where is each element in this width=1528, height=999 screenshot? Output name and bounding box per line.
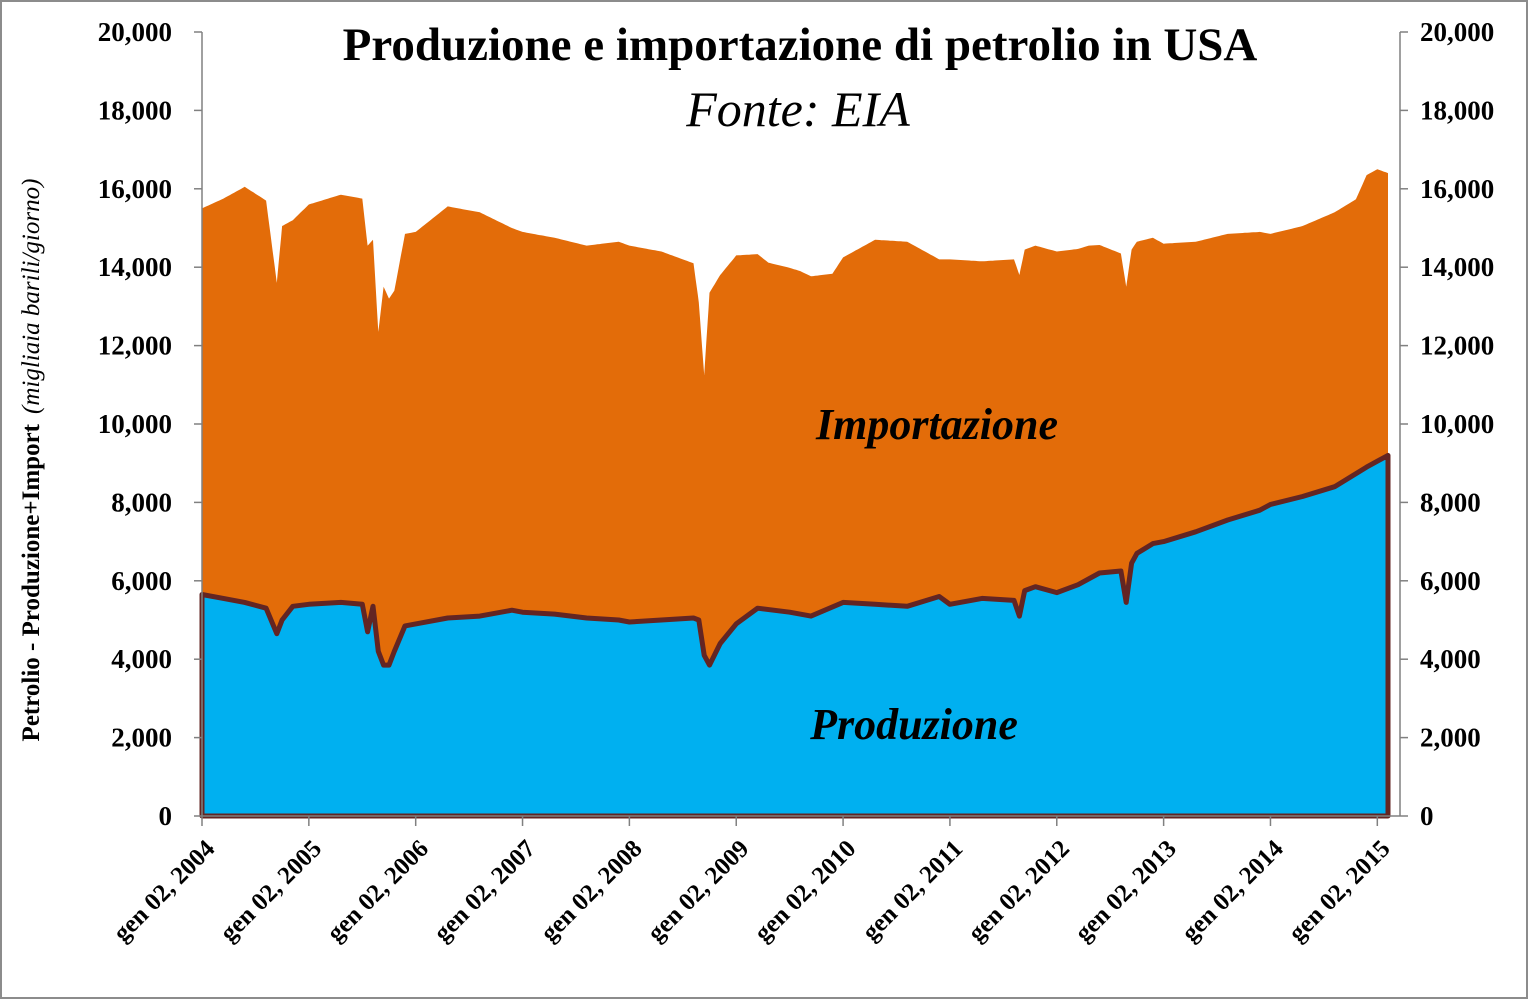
x-tick-label: gen 02, 2009 — [643, 835, 755, 947]
x-tick-label: gen 02, 2010 — [749, 835, 861, 947]
y-tick-left-label: 16,000 — [98, 174, 172, 204]
x-tick-label: gen 02, 2015 — [1284, 835, 1396, 947]
y-axis-label-unit: (migliaia barili/giorno) — [18, 179, 45, 414]
y-tick-right-label: 8,000 — [1420, 487, 1481, 517]
chart-subtitle: Fonte: EIA — [685, 81, 910, 137]
y-tick-left-label: 4,000 — [111, 644, 172, 674]
y-tick-left-label: 10,000 — [98, 409, 172, 439]
x-tick-label: gen 02, 2007 — [429, 835, 541, 947]
y-tick-right-label: 18,000 — [1420, 95, 1494, 125]
y-axis-label-main: Petrolio - Produzione+Import — [18, 423, 45, 741]
x-tick-label: gen 02, 2012 — [963, 835, 1075, 947]
x-tick-label: gen 02, 2014 — [1177, 835, 1289, 947]
labels-layer: Produzione e importazione di petrolio in… — [18, 19, 1257, 749]
y-tick-right-label: 20,000 — [1420, 17, 1494, 47]
x-tick-label: gen 02, 2006 — [322, 835, 434, 947]
y-tick-right-label: 4,000 — [1420, 644, 1481, 674]
series-label-production: Produzione — [809, 700, 1018, 749]
production-area — [199, 452, 1391, 819]
y-axis-label: Petrolio - Produzione+Import (migliaia ba… — [18, 179, 45, 742]
area-layer — [199, 169, 1391, 819]
y-tick-left-label: 8,000 — [111, 487, 172, 517]
y-tick-right-label: 14,000 — [1420, 252, 1494, 282]
y-tick-left-label: 2,000 — [111, 723, 172, 753]
x-tick-label: gen 02, 2013 — [1070, 835, 1182, 947]
x-tick-label: gen 02, 2005 — [215, 835, 327, 947]
y-tick-right-label: 10,000 — [1420, 409, 1494, 439]
y-tick-right-label: 2,000 — [1420, 723, 1481, 753]
y-tick-left-label: 6,000 — [111, 566, 172, 596]
y-tick-right-label: 6,000 — [1420, 566, 1481, 596]
y-tick-left-label: 0 — [159, 801, 173, 831]
y-tick-left-label: 14,000 — [98, 252, 172, 282]
chart-title: Produzione e importazione di petrolio in… — [343, 19, 1258, 71]
x-tick-label: gen 02, 2011 — [857, 835, 968, 946]
y-tick-right-label: 12,000 — [1420, 331, 1494, 361]
y-tick-left-label: 12,000 — [98, 331, 172, 361]
y-tick-right-label: 16,000 — [1420, 174, 1494, 204]
y-tick-right-label: 0 — [1420, 801, 1434, 831]
y-tick-left-label: 20,000 — [98, 17, 172, 47]
x-tick-label: gen 02, 2004 — [108, 835, 220, 947]
x-tick-label: gen 02, 2008 — [536, 835, 648, 947]
series-label-imports: Importazione — [815, 400, 1058, 449]
y-tick-left-label: 18,000 — [98, 95, 172, 125]
